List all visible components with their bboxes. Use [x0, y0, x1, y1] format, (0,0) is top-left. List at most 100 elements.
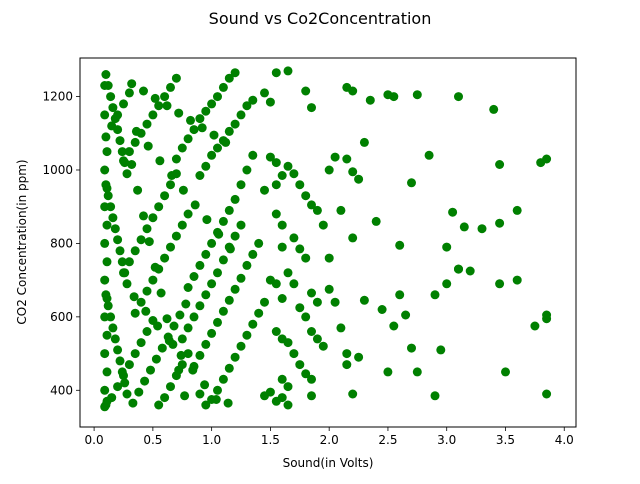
data-point [295, 244, 305, 254]
data-point [289, 169, 299, 179]
data-point [295, 303, 305, 313]
data-point [260, 391, 269, 401]
data-point [100, 110, 110, 120]
data-point [318, 341, 328, 351]
y-axis-label: CO2 Concentration(in ppm) [15, 159, 29, 324]
data-point [124, 360, 134, 370]
data-point [301, 86, 311, 96]
data-point [342, 360, 352, 370]
data-point [312, 297, 322, 307]
data-point [164, 336, 174, 346]
data-point [265, 152, 275, 162]
data-point [117, 257, 127, 267]
data-point [248, 95, 258, 105]
data-point [124, 257, 134, 267]
data-point [401, 310, 411, 320]
data-point [407, 178, 416, 188]
data-point [371, 216, 381, 226]
data-point [348, 389, 358, 399]
plot-frame [79, 57, 577, 428]
data-point [201, 249, 211, 259]
data-point [142, 119, 152, 129]
data-point [142, 224, 152, 234]
data-point [101, 132, 111, 142]
data-point [155, 156, 165, 166]
data-point [242, 101, 252, 111]
data-point [177, 220, 187, 230]
data-point [150, 262, 160, 272]
data-point [301, 191, 311, 201]
data-point [181, 299, 191, 309]
data-point [119, 99, 128, 109]
data-point [167, 171, 177, 180]
y-tick-label: 600 [50, 310, 73, 324]
data-point [207, 150, 217, 160]
data-point [136, 235, 146, 245]
data-point [424, 150, 434, 160]
data-point [100, 238, 110, 248]
data-point [122, 279, 132, 289]
data-point [131, 126, 141, 136]
data-point [120, 158, 130, 168]
data-point [542, 154, 552, 164]
data-point [186, 115, 195, 125]
data-point [412, 367, 422, 377]
data-point [430, 290, 440, 300]
data-point [365, 95, 375, 105]
data-point [115, 246, 125, 256]
data-point [330, 152, 340, 162]
data-point [133, 185, 143, 195]
data-point [128, 398, 138, 408]
data-point [154, 400, 164, 410]
data-point [265, 97, 275, 107]
data-point [102, 396, 112, 406]
data-point [277, 220, 287, 230]
data-point [271, 180, 281, 190]
data-point [295, 180, 305, 190]
data-point [130, 246, 140, 256]
data-point [195, 171, 205, 180]
data-point [218, 255, 228, 265]
data-point [166, 82, 175, 92]
data-point [289, 349, 299, 359]
data-point [100, 202, 110, 212]
data-point [169, 321, 179, 331]
data-point [236, 341, 246, 351]
data-point [189, 312, 199, 322]
data-point [230, 194, 240, 204]
data-point [512, 275, 522, 285]
data-point [336, 323, 346, 333]
data-point [348, 233, 358, 243]
data-point [207, 279, 217, 289]
data-point [230, 284, 240, 294]
data-point [430, 391, 440, 401]
data-point [336, 205, 346, 215]
data-point [307, 103, 316, 113]
data-point [283, 400, 293, 410]
x-tick-label: 4.0 [555, 433, 574, 447]
data-point [156, 288, 166, 298]
data-point [512, 205, 522, 215]
data-point [113, 382, 123, 392]
y-axis: 400 600 800 1000 1200 [42, 90, 80, 397]
data-point [465, 266, 475, 276]
data-point [377, 305, 387, 314]
data-point [283, 382, 293, 392]
data-point [153, 321, 163, 331]
data-point [312, 334, 322, 344]
data-point [103, 301, 113, 311]
data-point [324, 253, 334, 263]
data-point [183, 209, 193, 219]
data-point [530, 321, 540, 331]
data-point [124, 88, 134, 98]
data-point [148, 110, 158, 120]
data-point [324, 165, 334, 175]
data-point [242, 165, 252, 175]
data-point [248, 150, 258, 160]
data-point [189, 125, 199, 135]
data-point [383, 367, 393, 377]
data-point [166, 242, 175, 252]
data-point [224, 205, 234, 215]
